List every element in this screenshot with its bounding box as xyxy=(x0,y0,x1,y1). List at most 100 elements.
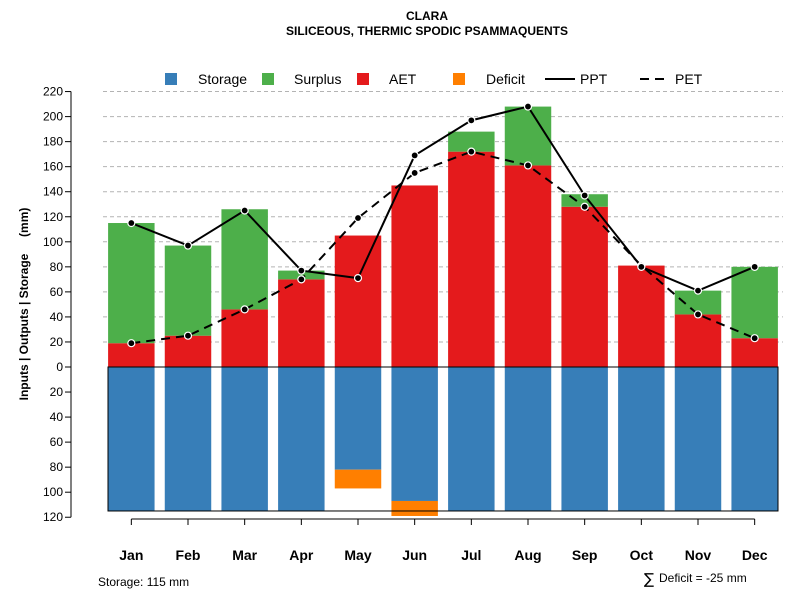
bars xyxy=(107,106,779,516)
pet-point xyxy=(353,213,363,223)
pet-point xyxy=(127,339,136,348)
lines xyxy=(127,102,759,348)
deficit-annotation: Deficit = -25 mm xyxy=(659,571,747,585)
bar-aet xyxy=(674,314,722,367)
x-tick-label: Aug xyxy=(514,547,541,563)
bar-aet xyxy=(221,309,268,367)
ppt-point xyxy=(297,266,306,275)
bar-storage xyxy=(618,367,665,511)
chart-subtitle: SILICEOUS, THERMIC SPODIC PSAMMAQUENTS xyxy=(286,24,568,38)
ppt-point xyxy=(693,286,703,295)
bar-aet xyxy=(334,235,382,367)
y-tick-label: 80 xyxy=(50,460,64,474)
y-tick-label: 60 xyxy=(50,285,64,299)
pet-line xyxy=(131,150,756,345)
bar-storage xyxy=(164,367,212,511)
bar-surplus xyxy=(674,290,722,315)
chart-title: CLARA xyxy=(406,9,448,23)
x-tick-label: May xyxy=(344,547,371,563)
bar-storage xyxy=(334,367,382,470)
bar-storage xyxy=(391,367,438,501)
legend-swatch-surplus xyxy=(262,73,274,85)
ppt-point xyxy=(750,262,759,271)
ppt-line xyxy=(130,105,756,292)
x-tick-label: Jul xyxy=(461,547,481,563)
legend-swatch-deficit xyxy=(453,73,465,85)
legend-label-storage: Storage xyxy=(198,71,247,87)
bar-aet xyxy=(278,279,325,367)
gridlines xyxy=(103,91,783,343)
legend-swatch-aet xyxy=(357,73,369,85)
pet-point xyxy=(750,334,759,343)
legend-label-ppt: PPT xyxy=(580,71,608,87)
bar-storage xyxy=(731,367,778,511)
sum-symbol: ∑ xyxy=(644,570,654,588)
bar-surplus xyxy=(731,266,778,339)
legend: Storage Surplus AET Deficit PPT PET xyxy=(165,71,703,87)
y-tick-label: 80 xyxy=(50,260,64,274)
pet-point xyxy=(693,310,703,319)
x-tick-label: Mar xyxy=(232,547,257,563)
bar-aet xyxy=(108,343,155,367)
bar-aet xyxy=(731,338,778,367)
legend-label-deficit: Deficit xyxy=(486,71,525,87)
ppt-point xyxy=(240,206,249,215)
bar-surplus xyxy=(108,223,155,344)
pet-point xyxy=(410,168,419,178)
y-tick-label: 120 xyxy=(43,210,63,224)
bar-storage xyxy=(278,367,325,511)
bar-surplus xyxy=(278,270,325,280)
bar-surplus xyxy=(504,106,552,166)
x-tick-label: Jan xyxy=(119,547,143,563)
y-tick-label: 120 xyxy=(43,510,63,524)
legend-label-surplus: Surplus xyxy=(294,71,341,87)
bar-deficit xyxy=(391,500,438,516)
ppt-point xyxy=(523,102,533,111)
y-tick-label: 140 xyxy=(43,185,63,199)
bar-aet xyxy=(504,165,552,367)
ppt-point xyxy=(467,116,476,125)
bar-aet xyxy=(448,151,495,367)
legend-label-aet: AET xyxy=(389,71,417,87)
x-tick-label: Apr xyxy=(289,547,314,563)
pet-point xyxy=(240,305,249,314)
ppt-point xyxy=(580,191,589,200)
y-tick-label: 40 xyxy=(50,410,64,424)
x-tick-label: Jun xyxy=(402,547,427,563)
y-tick-label: 60 xyxy=(50,435,64,449)
ppt-point xyxy=(353,274,363,283)
bar-aet xyxy=(561,206,608,367)
legend-swatch-storage xyxy=(165,73,177,85)
x-tick-label: Sep xyxy=(572,547,598,563)
axes: 1201008060402002040608010012014016018020… xyxy=(43,85,768,563)
y-tick-label: 20 xyxy=(50,385,64,399)
ppt-point xyxy=(127,218,136,228)
y-tick-label: 20 xyxy=(50,335,64,349)
y-tick-label: 100 xyxy=(43,235,63,249)
bar-storage xyxy=(504,367,552,511)
bar-storage xyxy=(561,367,608,511)
legend-label-pet: PET xyxy=(675,71,703,87)
y-tick-label: 220 xyxy=(43,85,63,99)
bar-aet xyxy=(391,185,438,367)
pet-point xyxy=(297,275,306,284)
bar-surplus xyxy=(164,245,212,336)
bar-storage xyxy=(108,367,155,511)
ppt-point xyxy=(637,262,646,271)
bar-aet xyxy=(164,335,212,367)
bar-deficit xyxy=(334,469,382,489)
x-tick-label: Dec xyxy=(742,547,768,563)
y-tick-label: 100 xyxy=(43,485,63,499)
y-tick-label: 200 xyxy=(43,110,63,124)
y-axis-label: Inputs | Outputs | Storage (mm) xyxy=(17,208,31,401)
storage-annotation: Storage: 115 mm xyxy=(98,575,189,589)
pet-point xyxy=(467,147,476,156)
ppt-point xyxy=(410,151,419,160)
x-tick-label: Oct xyxy=(630,547,654,563)
x-tick-label: Feb xyxy=(176,547,201,563)
ppt-point xyxy=(183,241,193,250)
pet-point xyxy=(183,331,193,340)
pet-point xyxy=(523,161,533,170)
bar-surplus xyxy=(448,131,495,152)
